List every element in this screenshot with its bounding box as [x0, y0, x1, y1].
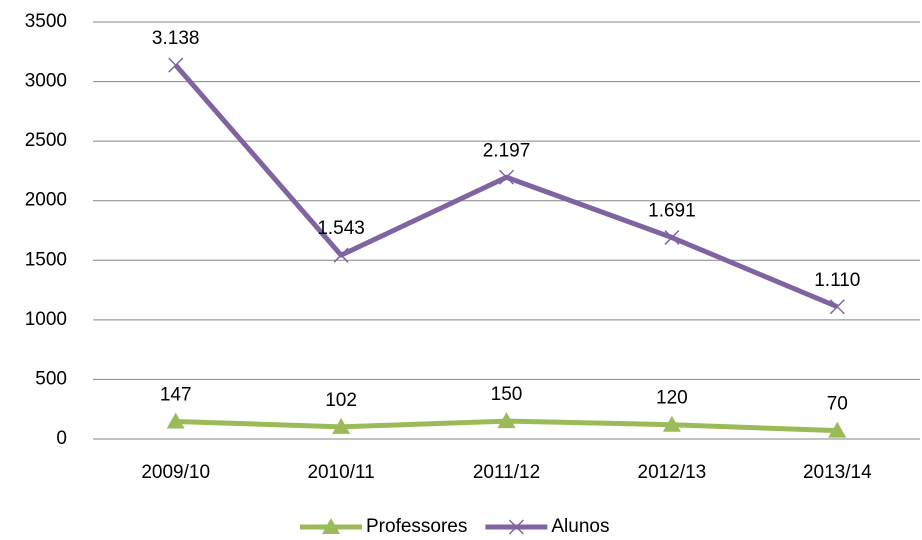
data-label: 120 [656, 388, 688, 409]
marker [333, 247, 349, 263]
marker [662, 415, 681, 432]
data-label: 1.543 [317, 218, 365, 239]
y-tick-label: 1500 [25, 249, 67, 270]
marker [508, 519, 524, 535]
marker [166, 412, 185, 429]
marker [829, 299, 845, 315]
marker [332, 417, 351, 434]
marker-stroke [168, 57, 184, 73]
x-tick-label: 2010/11 [307, 462, 374, 483]
y-tick-label: 3000 [25, 71, 67, 92]
x-tick-label: 2013/14 [803, 462, 872, 483]
marker-stroke [508, 519, 524, 535]
marker-stroke [333, 247, 349, 263]
marker [497, 412, 516, 429]
x-tick-label: 2011/12 [473, 462, 540, 483]
data-label: 150 [491, 384, 523, 405]
marker-stroke [498, 169, 515, 185]
data-label: 1.110 [814, 270, 860, 291]
x-tick-label: 2012/13 [638, 462, 707, 483]
x-tick-label: 2009/10 [141, 462, 210, 483]
legend-label: Professores [366, 516, 467, 537]
y-tick-label: 2500 [25, 130, 67, 151]
marker [828, 421, 847, 438]
y-tick-label: 0 [56, 428, 67, 449]
data-label: 102 [325, 390, 357, 411]
data-label: 147 [160, 385, 192, 406]
data-label: 3.138 [152, 28, 200, 49]
marker-stroke [829, 299, 845, 315]
marker [322, 518, 340, 534]
legend-label: Alunos [551, 516, 609, 537]
y-tick-label: 1000 [25, 309, 67, 330]
series-line [173, 63, 839, 310]
marker [498, 169, 515, 185]
marker [664, 229, 680, 246]
data-label: 2.197 [483, 140, 531, 161]
marker [168, 57, 184, 73]
y-tick-label: 3500 [25, 11, 67, 32]
y-tick-label: 2000 [25, 190, 67, 211]
y-tick-label: 500 [35, 368, 67, 389]
data-label: 1.691 [648, 201, 696, 222]
marker-stroke [664, 229, 680, 246]
data-label: 70 [827, 394, 848, 415]
